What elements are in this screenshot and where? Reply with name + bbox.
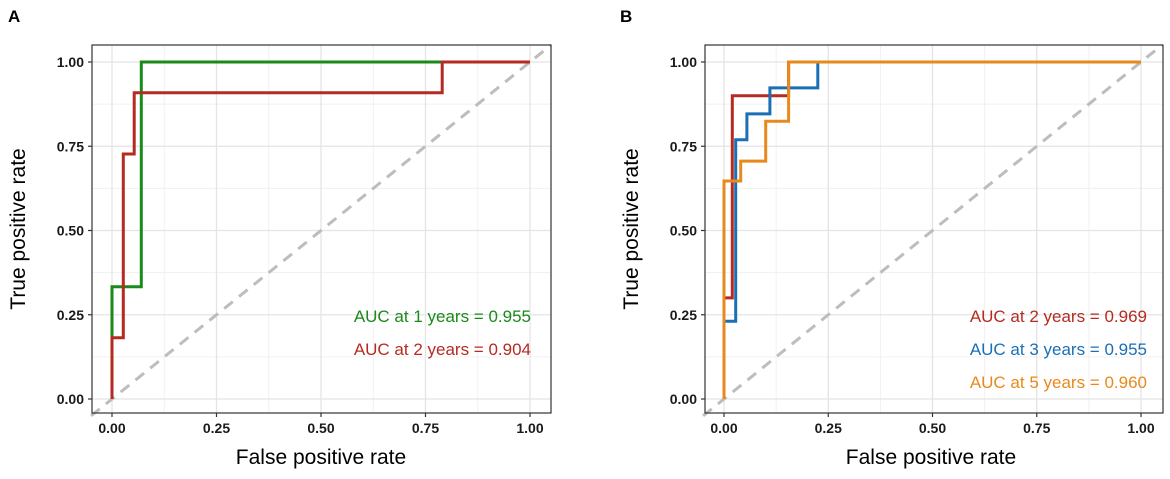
y-tick-label: 0.50 [670,223,697,239]
y-tick-label: 0.75 [670,138,697,154]
x-tick-label: 0.00 [98,420,125,436]
roc-curve-series-1 [110,60,530,399]
legend-entry-1: AUC at 1 years = 0.955 [354,307,531,326]
x-tick-label: 1.00 [1127,420,1154,436]
legend-entry-1: AUC at 2 years = 0.969 [970,307,1147,326]
x-tick-label: 0.50 [919,420,946,436]
y-tick-label: 0.50 [57,223,84,239]
y-axis-title: True positive rate [7,148,30,309]
panel-label: A [8,7,20,26]
legend-entry-3: AUC at 5 years = 0.960 [970,373,1147,392]
x-tick-label: 0.25 [203,420,230,436]
x-axis-title: False positive rate [846,446,1016,469]
x-tick-label: 1.00 [516,420,543,436]
x-tick-label: 0.75 [412,420,439,436]
y-tick-label: 0.25 [57,307,84,323]
x-tick-label: 0.75 [1023,420,1050,436]
legend-entry-2: AUC at 3 years = 0.955 [970,340,1147,359]
y-axis-title: True positive rate [620,148,643,309]
roc-curve-series-3 [722,60,1141,399]
panel-label: B [620,7,632,26]
chart-panel-b: B 0.00 0.25 0.50 0.75 1.00 0.00 0.25 0.50 0.75 1.0… [620,7,1164,469]
reference-diagonal-line [702,43,1163,418]
legend-entry-2: AUC at 2 years = 0.904 [354,340,531,359]
x-tick-label: 0.25 [815,420,842,436]
y-tick-label: 1.00 [670,54,697,70]
y-tick-label: 1.00 [57,54,84,70]
y-tick-label: 0.25 [670,307,697,323]
reference-diagonal-line [90,43,552,418]
x-tick-label: 0.00 [710,420,737,436]
roc-curve-series-2 [110,60,530,399]
chart-panel-a: A 0.00 0.25 0.50 0.75 1.00 0.00 0.25 0.50 0.75 1.0… [7,7,552,469]
y-tick-label: 0.75 [57,138,84,154]
y-tick-label: 0.00 [670,391,697,407]
plot-border [704,44,1164,414]
roc-curve-series-2 [722,60,1141,399]
y-tick-label: 0.00 [57,391,84,407]
x-tick-label: 0.50 [307,420,334,436]
x-axis-title: False positive rate [236,446,406,469]
